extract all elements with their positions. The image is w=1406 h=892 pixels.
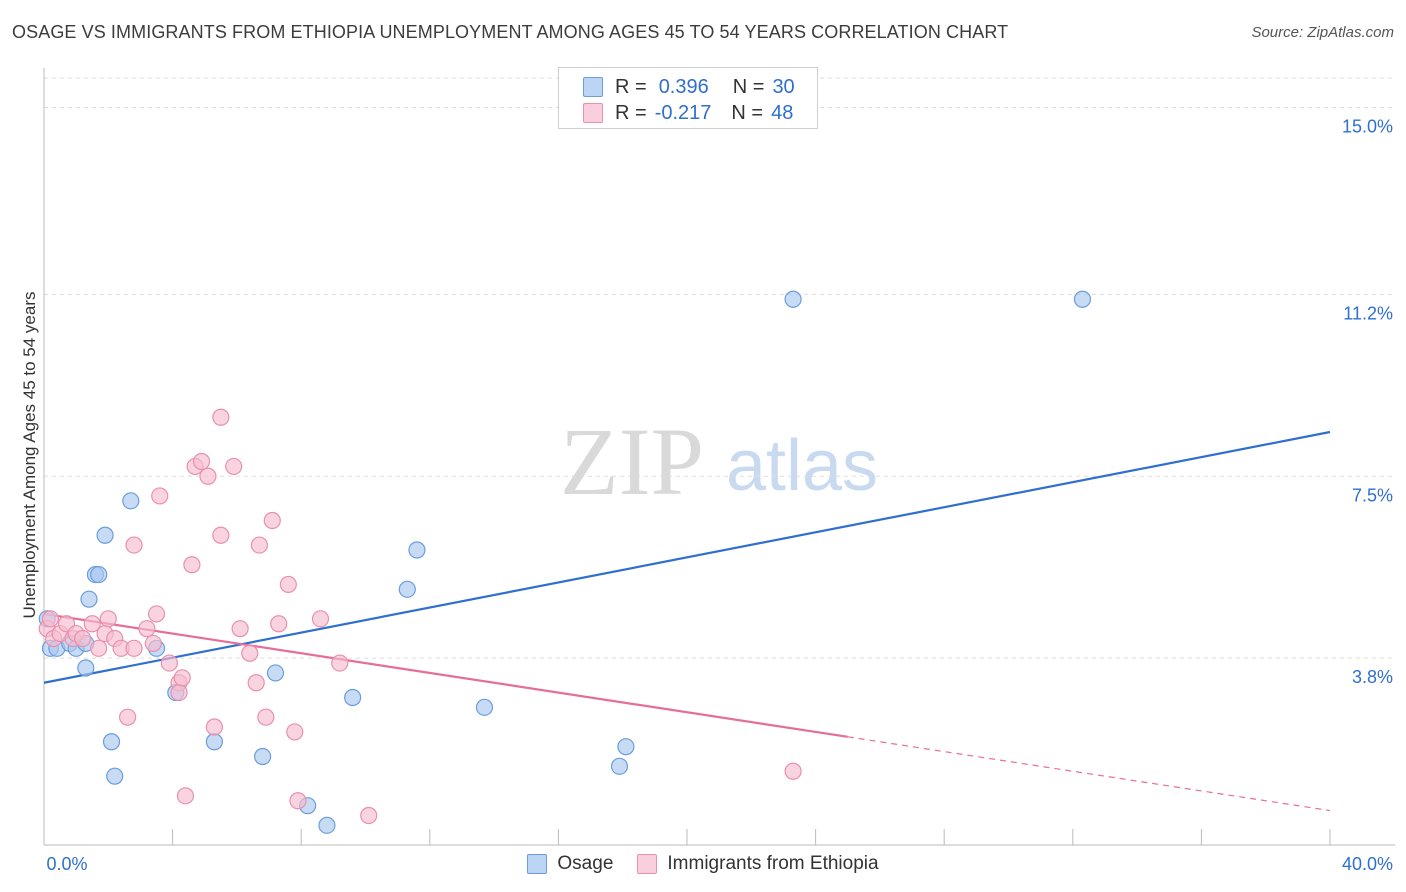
legend-label: Osage (557, 853, 614, 874)
ethiopia-point (311, 610, 330, 628)
ethiopia-point (279, 575, 297, 594)
stats-row-ethiopia: R = -0.217 N = 48 (583, 101, 793, 125)
osage-point (318, 816, 336, 834)
ethiopia-point (225, 457, 243, 476)
osage-swatch (527, 854, 548, 874)
ethiopia-swatch (583, 103, 603, 123)
ethiopia-point (90, 639, 108, 657)
gridlines (44, 77, 1395, 659)
osage-point (205, 733, 223, 751)
r-label: R = (615, 75, 647, 98)
ethiopia-point (83, 615, 101, 633)
y-tick-label: 3.8% (1352, 667, 1393, 687)
osage-point (398, 580, 416, 598)
ethiopia-point (170, 683, 188, 702)
ethiopia-point (289, 792, 307, 810)
osage-point (96, 526, 114, 544)
ethiopia-point (183, 556, 201, 574)
x-tick-label: 40.0% (1342, 854, 1393, 874)
ethiopia-point (144, 634, 162, 653)
ethiopia-swatch (637, 854, 658, 874)
ethiopia-point (205, 718, 223, 736)
ethiopia-point (784, 762, 802, 780)
osage-point (1073, 290, 1092, 308)
x-tick-label: 0.0% (46, 854, 87, 874)
legend-label: Immigrants from Ethiopia (667, 853, 879, 874)
ethiopia-point (250, 536, 269, 554)
osage-point (475, 698, 494, 716)
stats-row-osage: R = 0.396 N = 30 (583, 75, 795, 99)
ethiopia-point (331, 654, 349, 672)
osage-point (344, 688, 362, 707)
osage-point (122, 492, 140, 510)
tick-labels: 3.8% 7.5% 11.2% 15.0% 0.0% 40.0% (46, 117, 1393, 875)
ethiopia-point (241, 644, 259, 662)
y-tick-label: 7.5% (1352, 485, 1393, 505)
osage-point (77, 659, 95, 677)
r-label: R = (615, 101, 647, 124)
ethiopia-point (212, 526, 230, 544)
n-label: N = (732, 75, 765, 98)
legend-item-osage: Osage (527, 853, 613, 875)
ethiopia-point (286, 723, 304, 741)
osage-point (617, 738, 635, 756)
osage-point (266, 664, 285, 682)
ethiopia-point (199, 467, 217, 485)
ethiopia-point (192, 452, 211, 471)
ethiopia-point (147, 605, 166, 623)
ethiopia-point (270, 615, 288, 633)
osage-point (254, 747, 272, 766)
ethiopia-point (125, 639, 143, 657)
osage-point (784, 290, 802, 308)
ethiopia-point (73, 629, 92, 648)
axes (43, 68, 1395, 846)
ethiopia-point (231, 620, 249, 638)
osage-point (90, 565, 108, 584)
n-value: 30 (772, 75, 795, 98)
osage-point (408, 541, 426, 559)
source-label: Source: ZipAtlas.com (1251, 24, 1394, 41)
osage-point (106, 767, 124, 785)
osage-point (102, 733, 121, 751)
stats-legend: R = 0.396 N = 30 R = -0.217 N = 48 (558, 67, 818, 129)
trend-lines (43, 430, 1331, 812)
ethiopia-point (263, 511, 281, 530)
chart-title: OSAGE VS IMMIGRANTS FROM ETHIOPIA UNEMPL… (12, 22, 1009, 42)
ethiopia-point (360, 806, 378, 825)
r-value: 0.396 (658, 75, 709, 98)
ethiopia-point (173, 669, 191, 687)
osage-trend-line (43, 430, 1331, 684)
ethiopia-point (99, 610, 117, 628)
legend-item-ethiopia: Immigrants from Ethiopia (637, 853, 879, 875)
watermark-zip: ZIP (560, 408, 704, 515)
ethiopia-point (41, 610, 60, 628)
ethiopia-point (160, 654, 178, 672)
ethiopia-point (151, 487, 169, 505)
osage-swatch (583, 77, 603, 97)
y-tick-label: 15.0% (1342, 117, 1393, 137)
osage-point (80, 590, 98, 608)
watermark-atlas: atlas (726, 426, 878, 506)
n-value: 48 (771, 101, 794, 124)
data-points (38, 290, 1092, 834)
ethiopia-point (138, 620, 156, 638)
series-legend: Osage Immigrants from Ethiopia (0, 850, 1406, 878)
ethiopia-point (257, 708, 275, 726)
ethiopia-point (118, 708, 137, 726)
ethiopia-point (176, 787, 195, 805)
ethiopia-point (212, 408, 230, 426)
ethiopia-trend-line (43, 612, 848, 738)
r-value: -0.217 (654, 101, 712, 124)
y-tick-label: 11.2% (1343, 303, 1393, 323)
osage-point (610, 757, 629, 775)
n-label: N = (731, 101, 764, 124)
ethiopia-trend-extension (847, 736, 1331, 812)
ethiopia-point (125, 536, 143, 554)
ethiopia-point (247, 674, 265, 692)
